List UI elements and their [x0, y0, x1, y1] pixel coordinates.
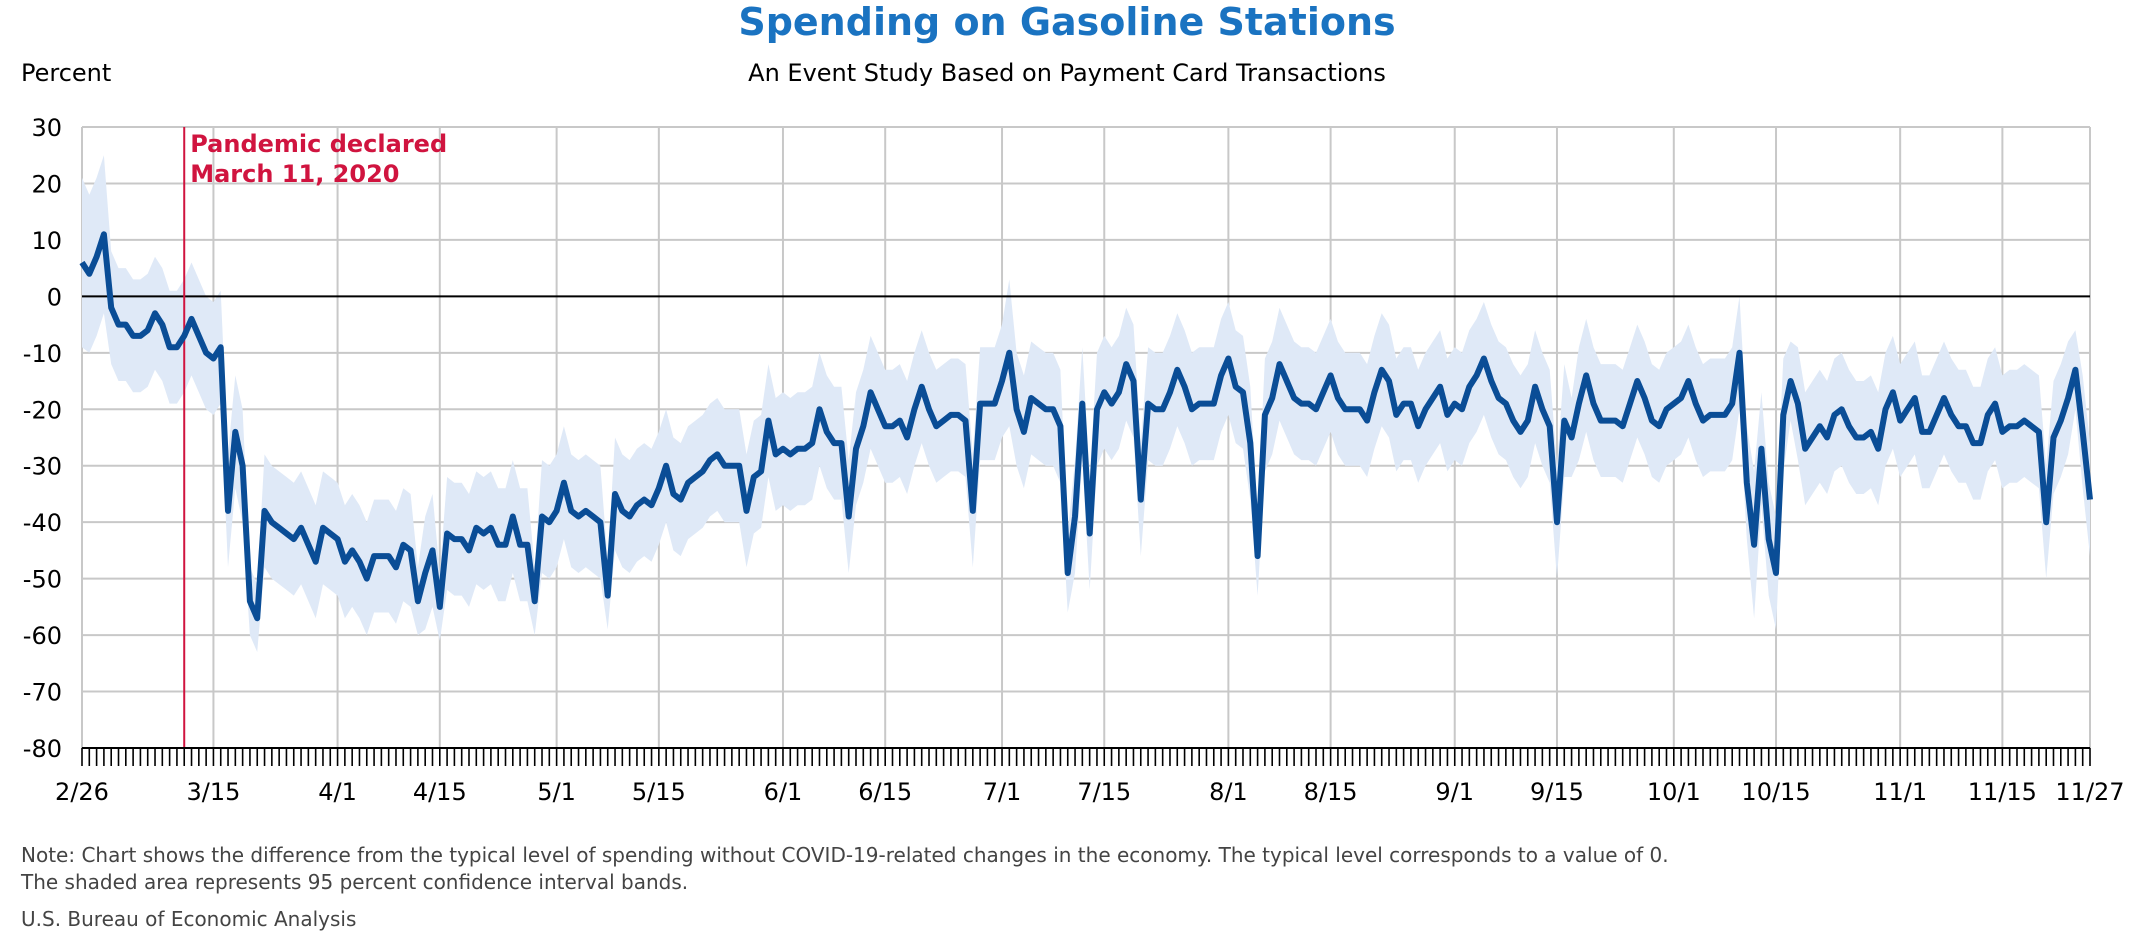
- event-annotation-line2: March 11, 2020: [190, 160, 399, 188]
- y-tick-label: 10: [31, 227, 62, 255]
- x-tick-label: 8/1: [1209, 778, 1248, 806]
- x-tick-label: 6/15: [858, 778, 912, 806]
- x-tick-label: 7/1: [983, 778, 1022, 806]
- note-line-2: The shaded area represents 95 percent co…: [21, 870, 689, 894]
- x-tick-label: 4/1: [318, 778, 357, 806]
- x-tick-label: 8/15: [1304, 778, 1358, 806]
- x-tick-label: 2/26: [55, 778, 109, 806]
- y-tick-label: 30: [31, 114, 62, 142]
- x-tick-label: 7/15: [1077, 778, 1131, 806]
- chart-title: Spending on Gasoline Stations: [738, 0, 1396, 44]
- note-line-1: Note: Chart shows the difference from th…: [21, 843, 1669, 867]
- y-axis-tick-labels: 30 20 10 0 -10 -20 -30 -40 -50 -60 -70 -80: [23, 114, 62, 763]
- y-tick-label: 20: [31, 170, 62, 198]
- chart-note: Note: Chart shows the difference from th…: [21, 842, 1669, 896]
- x-tick-label: 11/1: [1873, 778, 1927, 806]
- y-tick-label: 0: [47, 283, 62, 311]
- x-tick-label: 6/1: [764, 778, 803, 806]
- y-tick-label: -30: [23, 453, 62, 481]
- x-tick-label: 4/15: [413, 778, 467, 806]
- y-axis-label: Percent: [21, 59, 112, 87]
- y-tick-label: -20: [23, 396, 62, 424]
- x-tick-label: 11/27: [2055, 778, 2124, 806]
- y-tick-label: -70: [23, 679, 62, 707]
- y-tick-label: -50: [23, 566, 62, 594]
- x-axis-ticks: [81, 747, 2091, 766]
- y-tick-label: -40: [23, 509, 62, 537]
- x-tick-label: 11/15: [1968, 778, 2037, 806]
- x-tick-label: 10/1: [1647, 778, 1701, 806]
- x-tick-label: 3/15: [186, 778, 240, 806]
- gridlines: [81, 126, 2091, 749]
- x-tick-label: 5/15: [632, 778, 686, 806]
- x-tick-label: 10/15: [1741, 778, 1810, 806]
- x-tick-label: 9/1: [1435, 778, 1474, 806]
- chart-plot: 30 20 10 0 -10 -20 -30 -40 -50 -60 -70 -80 2/26 3/15…: [23, 114, 2125, 806]
- series-line: [79, 231, 2093, 622]
- x-tick-label: 5/1: [537, 778, 576, 806]
- x-axis-tick-labels: 2/26 3/15 4/1 4/15 5/1 5/15 6/1 6/15 7/1 7/15 8/1 8…: [55, 778, 2125, 806]
- x-tick-label: 9/15: [1530, 778, 1584, 806]
- y-tick-label: -60: [23, 622, 62, 650]
- y-tick-label: -10: [23, 340, 62, 368]
- chart-source: U.S. Bureau of Economic Analysis: [21, 907, 357, 931]
- confidence-band: [82, 155, 2090, 652]
- chart-subtitle: An Event Study Based on Payment Card Tra…: [748, 59, 1386, 87]
- event-annotation-line1: Pandemic declared: [190, 130, 447, 158]
- y-tick-label: -80: [23, 735, 62, 763]
